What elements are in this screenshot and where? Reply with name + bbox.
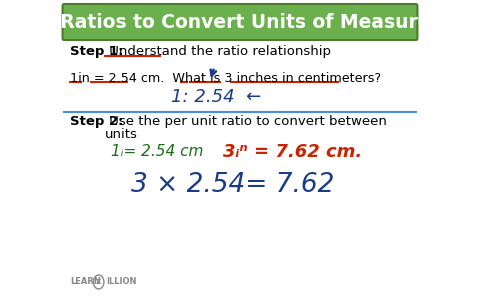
Text: 3 × 2.54= 7.62: 3 × 2.54= 7.62: [131, 172, 335, 198]
Text: Step 1:: Step 1:: [70, 46, 123, 59]
Text: Use the per unit ratio to convert between: Use the per unit ratio to convert betwee…: [105, 116, 386, 128]
Text: Understand the ratio relationship: Understand the ratio relationship: [105, 46, 331, 59]
Text: 1in = 2.54 cm.  What is 3 inches in centimeters?: 1in = 2.54 cm. What is 3 inches in centi…: [70, 71, 381, 85]
Text: 1ᵢ= 2.54 cm: 1ᵢ= 2.54 cm: [111, 145, 203, 160]
Text: ILLION: ILLION: [106, 278, 137, 286]
Text: 1: 2.54  ←: 1: 2.54 ←: [171, 88, 261, 106]
Text: units: units: [105, 128, 138, 140]
Text: LEARN: LEARN: [70, 278, 101, 286]
FancyBboxPatch shape: [62, 4, 418, 40]
Text: Using Ratios to Convert Units of Measurement: Using Ratios to Convert Units of Measure…: [0, 13, 480, 32]
Text: Step 2:: Step 2:: [70, 116, 123, 128]
Text: 3ᵢⁿ = 7.62 cm.: 3ᵢⁿ = 7.62 cm.: [224, 143, 363, 161]
Text: Z: Z: [96, 279, 101, 285]
